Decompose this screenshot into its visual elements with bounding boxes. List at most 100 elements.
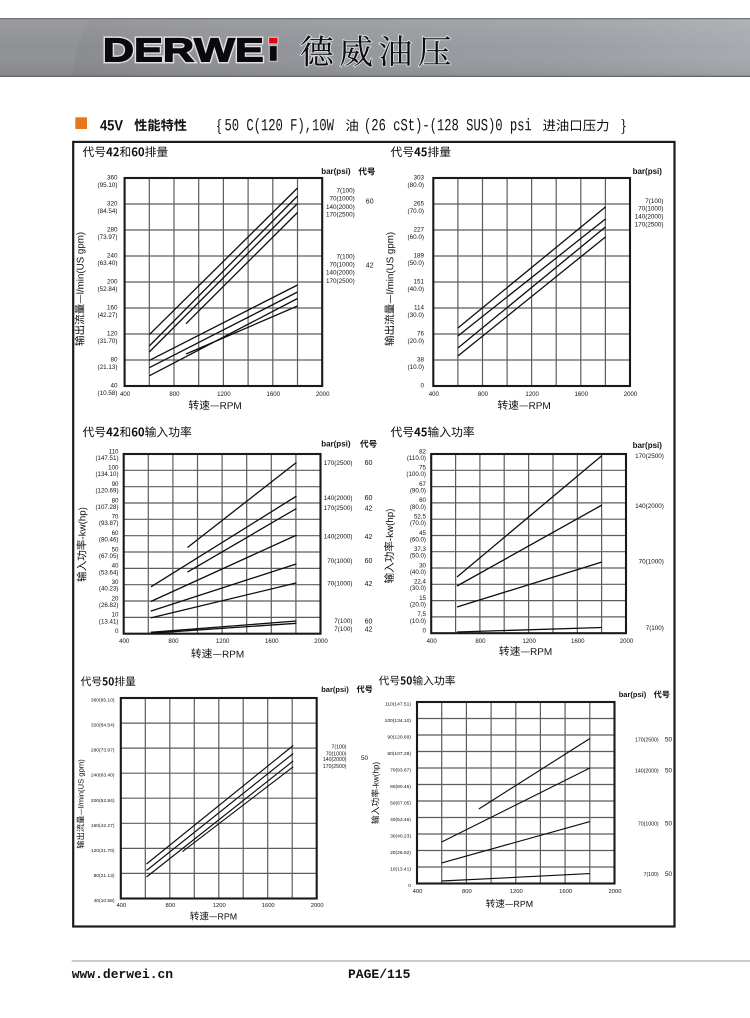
svg-text:(93.87): (93.87) xyxy=(99,520,119,527)
svg-text:2000: 2000 xyxy=(314,638,328,645)
svg-text:100: 100 xyxy=(108,465,119,472)
svg-text:(63.40): (63.40) xyxy=(98,260,118,267)
svg-text:15: 15 xyxy=(419,595,426,602)
svg-text:bar(psi): bar(psi) xyxy=(321,167,351,176)
svg-text:227: 227 xyxy=(413,226,424,233)
svg-text:0: 0 xyxy=(420,382,424,389)
svg-text:70(1000): 70(1000) xyxy=(327,558,352,565)
svg-text:(70.0): (70.0) xyxy=(408,208,424,215)
svg-text:40: 40 xyxy=(110,382,118,389)
svg-text:20: 20 xyxy=(112,595,119,602)
svg-text:320: 320 xyxy=(107,200,118,207)
svg-text:7(100): 7(100) xyxy=(332,745,347,751)
svg-text:140(2000): 140(2000) xyxy=(326,270,355,277)
svg-text:60: 60 xyxy=(419,497,426,504)
svg-text:50: 50 xyxy=(665,768,673,775)
svg-text:110(147.51): 110(147.51) xyxy=(385,702,411,708)
svg-text:60: 60 xyxy=(366,198,374,205)
svg-text:(20.0): (20.0) xyxy=(410,602,426,609)
svg-text:40(53.46): 40(53.46) xyxy=(390,817,411,823)
svg-text:303: 303 xyxy=(413,174,424,181)
svg-text:42: 42 xyxy=(365,505,373,512)
svg-text:189: 189 xyxy=(413,252,424,259)
svg-text:400: 400 xyxy=(429,391,440,398)
svg-text:80: 80 xyxy=(112,497,119,504)
svg-text:bar(psi): bar(psi) xyxy=(633,167,663,176)
svg-text:120: 120 xyxy=(107,330,118,337)
svg-text:800: 800 xyxy=(168,638,179,645)
svg-text:400: 400 xyxy=(413,889,423,895)
svg-text:170(2500): 170(2500) xyxy=(635,453,664,460)
svg-text:42: 42 xyxy=(366,262,374,269)
svg-text:2000: 2000 xyxy=(609,889,622,895)
svg-text:(31.70): (31.70) xyxy=(98,338,118,345)
svg-text:50: 50 xyxy=(361,755,369,762)
svg-text:7(100): 7(100) xyxy=(334,618,352,625)
svg-text:10(13.41): 10(13.41) xyxy=(390,867,411,873)
svg-text:400: 400 xyxy=(427,638,438,645)
svg-text:140(2000): 140(2000) xyxy=(324,534,353,541)
svg-text:0: 0 xyxy=(408,883,411,889)
svg-text:280: 280 xyxy=(107,226,118,233)
svg-text:75: 75 xyxy=(419,465,426,472)
svg-text:82: 82 xyxy=(419,448,426,455)
svg-text:140(2000): 140(2000) xyxy=(635,214,664,221)
svg-text:160(42.27): 160(42.27) xyxy=(91,823,115,829)
svg-text:(40.23): (40.23) xyxy=(99,586,119,593)
svg-text:(120.69): (120.69) xyxy=(95,488,118,495)
svg-text:(100.0): (100.0) xyxy=(406,471,426,478)
svg-text:200: 200 xyxy=(107,278,118,285)
svg-text:400: 400 xyxy=(116,903,126,909)
svg-text:(40.0): (40.0) xyxy=(410,569,426,576)
svg-text:(53.64): (53.64) xyxy=(99,569,119,576)
svg-text:60: 60 xyxy=(365,558,373,565)
svg-text:52,5: 52,5 xyxy=(414,513,427,520)
svg-text:(10.0): (10.0) xyxy=(408,364,424,371)
svg-text:90: 90 xyxy=(112,481,119,488)
svg-text:2000: 2000 xyxy=(316,391,330,398)
svg-text:70(1000): 70(1000) xyxy=(639,558,664,565)
svg-text:www.derwei.cn: www.derwei.cn xyxy=(72,967,174,982)
svg-text:1600: 1600 xyxy=(575,391,589,398)
svg-text:800: 800 xyxy=(165,903,175,909)
svg-text:80: 80 xyxy=(110,356,118,363)
svg-text:1200: 1200 xyxy=(216,638,230,645)
svg-text:7(100): 7(100) xyxy=(646,625,664,632)
svg-text:bar(psi): bar(psi) xyxy=(321,685,349,694)
svg-text:90(120.69): 90(120.69) xyxy=(387,735,411,741)
svg-text:1600: 1600 xyxy=(265,638,279,645)
svg-text:50(67.05): 50(67.05) xyxy=(390,801,411,807)
svg-text:(13.41): (13.41) xyxy=(99,618,119,625)
svg-text:(30.0): (30.0) xyxy=(410,585,426,592)
svg-text:265: 265 xyxy=(413,200,424,207)
svg-text:400: 400 xyxy=(119,638,130,645)
svg-text:1200: 1200 xyxy=(525,391,539,398)
svg-text:60: 60 xyxy=(365,460,373,467)
svg-text:160: 160 xyxy=(107,304,118,311)
svg-text:(21.13): (21.13) xyxy=(98,364,118,371)
svg-text:(26.82): (26.82) xyxy=(99,602,119,609)
svg-text:40(10.58): 40(10.58) xyxy=(94,898,115,904)
svg-text:(50.0): (50.0) xyxy=(410,553,426,560)
svg-text:7(100): 7(100) xyxy=(644,872,659,878)
svg-text:140(2000): 140(2000) xyxy=(635,769,659,775)
svg-text:7(100): 7(100) xyxy=(334,626,352,633)
svg-text:42: 42 xyxy=(365,626,373,633)
svg-text:(80.0): (80.0) xyxy=(410,504,426,511)
svg-text:(80.0): (80.0) xyxy=(408,182,424,189)
svg-text:42: 42 xyxy=(365,534,373,541)
svg-text:70(1000): 70(1000) xyxy=(329,196,354,203)
svg-text:800: 800 xyxy=(169,391,180,398)
svg-text:70(1000): 70(1000) xyxy=(326,751,347,757)
svg-text:200(52.84): 200(52.84) xyxy=(91,798,115,804)
svg-text:60: 60 xyxy=(365,618,373,625)
svg-text:70(1000): 70(1000) xyxy=(638,205,663,212)
svg-text:170(2500): 170(2500) xyxy=(324,460,353,467)
svg-text:(73.97): (73.97) xyxy=(98,234,118,241)
svg-text:140(2000): 140(2000) xyxy=(323,757,347,763)
svg-text:(107.28): (107.28) xyxy=(95,504,118,511)
svg-text:100(134.10): 100(134.10) xyxy=(385,718,412,724)
svg-text:1200: 1200 xyxy=(510,889,523,895)
svg-text:30: 30 xyxy=(419,562,426,569)
svg-text:42: 42 xyxy=(365,581,373,588)
